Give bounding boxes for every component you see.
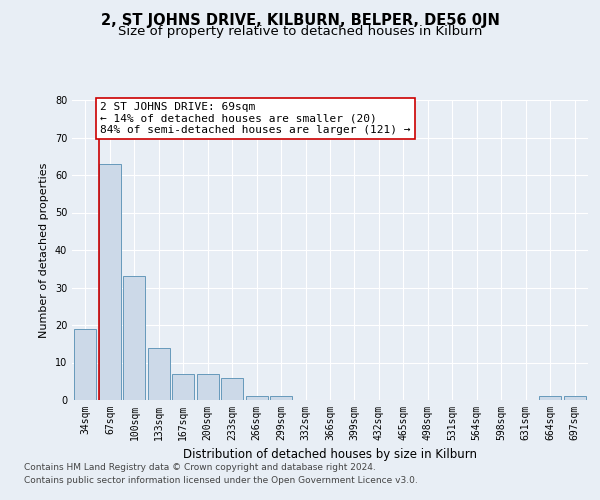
Bar bbox=[124, 276, 145, 400]
Text: Contains HM Land Registry data © Crown copyright and database right 2024.: Contains HM Land Registry data © Crown c… bbox=[24, 464, 376, 472]
Bar bbox=[221, 378, 243, 400]
Bar bbox=[99, 164, 121, 400]
Text: Size of property relative to detached houses in Kilburn: Size of property relative to detached ho… bbox=[118, 25, 482, 38]
Bar bbox=[172, 374, 194, 400]
Bar bbox=[270, 396, 292, 400]
Text: 2, ST JOHNS DRIVE, KILBURN, BELPER, DE56 0JN: 2, ST JOHNS DRIVE, KILBURN, BELPER, DE56… bbox=[101, 12, 499, 28]
Bar bbox=[245, 396, 268, 400]
Bar bbox=[539, 396, 561, 400]
Bar bbox=[563, 396, 586, 400]
Bar bbox=[197, 374, 219, 400]
Bar bbox=[148, 348, 170, 400]
Text: 2 ST JOHNS DRIVE: 69sqm
← 14% of detached houses are smaller (20)
84% of semi-de: 2 ST JOHNS DRIVE: 69sqm ← 14% of detache… bbox=[100, 102, 410, 135]
Y-axis label: Number of detached properties: Number of detached properties bbox=[39, 162, 49, 338]
Bar bbox=[74, 329, 97, 400]
Text: Contains public sector information licensed under the Open Government Licence v3: Contains public sector information licen… bbox=[24, 476, 418, 485]
X-axis label: Distribution of detached houses by size in Kilburn: Distribution of detached houses by size … bbox=[183, 448, 477, 462]
